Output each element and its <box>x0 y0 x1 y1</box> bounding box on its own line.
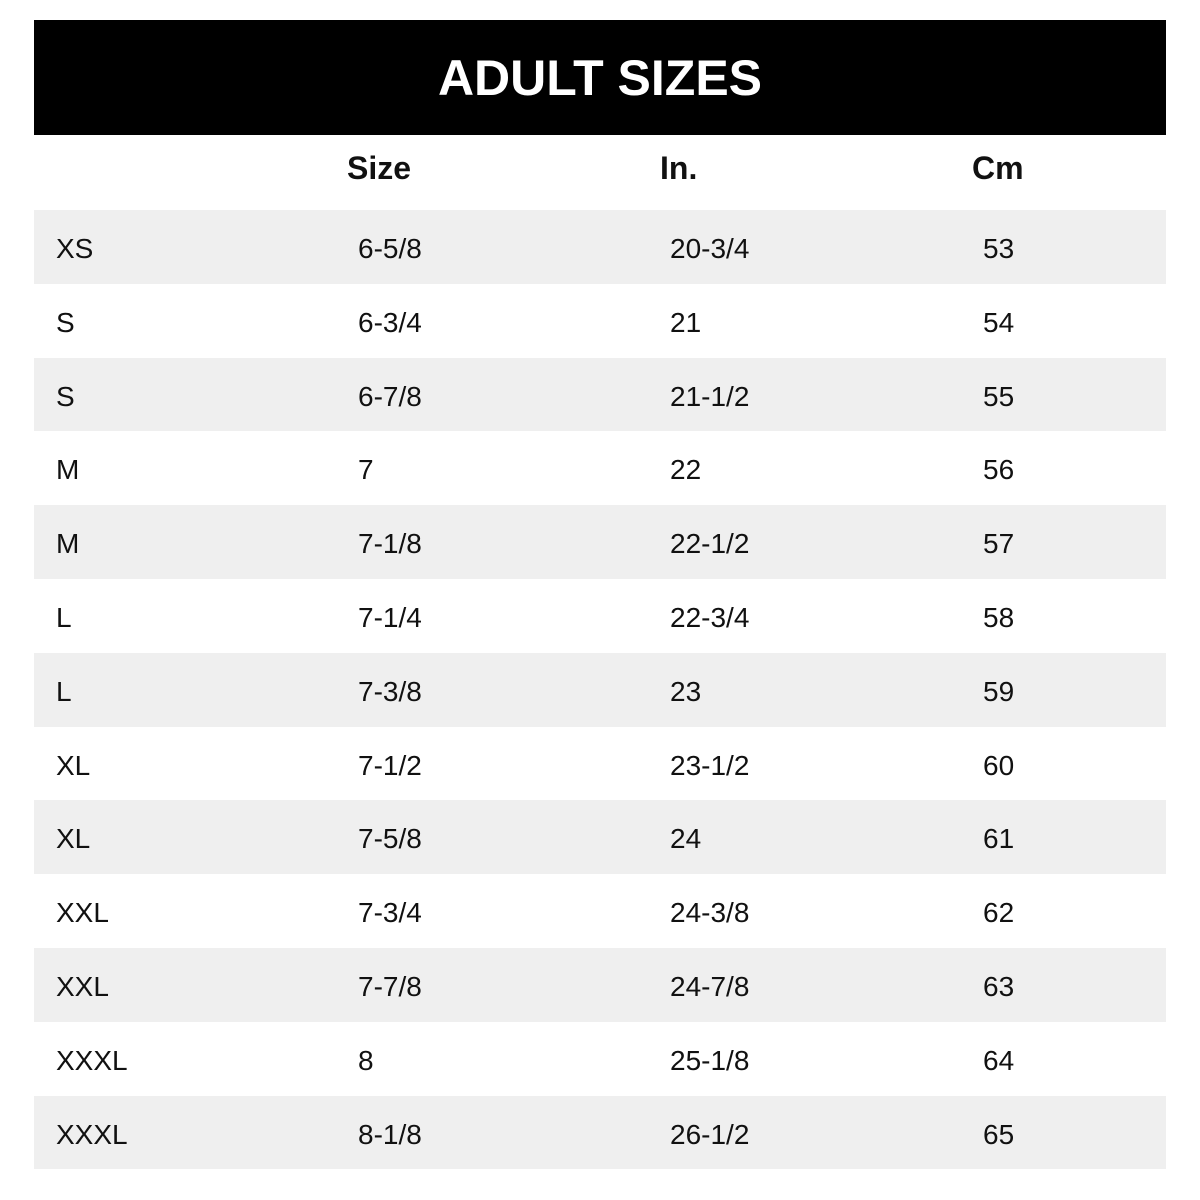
table-row: M 7 22 56 <box>34 431 1166 505</box>
cell-centimeters: 56 <box>983 454 1015 486</box>
cell-size-label: XXXL <box>56 1044 128 1076</box>
cell-inches: 24-7/8 <box>670 970 750 1002</box>
cell-hat-size: 6-7/8 <box>358 380 422 412</box>
cell-inches: 22 <box>670 454 702 486</box>
table-row: XL 7-5/8 24 61 <box>34 800 1166 875</box>
table-row: L 7-1/4 22-3/4 58 <box>34 579 1166 653</box>
cell-hat-size: 7-1/4 <box>358 601 422 633</box>
column-header-cm: Cm <box>972 150 1024 186</box>
cell-inches: 21-1/2 <box>670 380 750 412</box>
cell-inches: 23-1/2 <box>670 749 750 781</box>
cell-hat-size: 6-3/4 <box>358 306 422 338</box>
cell-hat-size: 7-5/8 <box>358 823 422 855</box>
cell-size-label: M <box>56 454 80 486</box>
cell-size-label: S <box>56 306 75 338</box>
cell-centimeters: 60 <box>983 749 1015 781</box>
cell-hat-size: 7-1/8 <box>358 528 422 560</box>
cell-inches: 24 <box>670 823 702 855</box>
cell-inches: 26-1/2 <box>670 1118 750 1150</box>
cell-centimeters: 58 <box>983 601 1015 633</box>
cell-centimeters: 57 <box>983 528 1015 560</box>
table-row: XXXL 8 25-1/8 64 <box>34 1022 1166 1096</box>
table-header: Size In. Cm <box>34 140 1166 210</box>
cell-hat-size: 7-3/4 <box>358 897 422 929</box>
cell-centimeters: 61 <box>983 823 1015 855</box>
table-row: XXXL 8-1/8 26-1/2 65 <box>34 1095 1166 1170</box>
column-header-inches: In. <box>660 150 698 186</box>
cell-centimeters: 64 <box>983 1044 1015 1076</box>
page-title: ADULT SIZES <box>34 20 1166 135</box>
size-table: XS 6-5/8 20-3/4 53 S 6-3/4 21 54 S 6-7/8 21-1/2 55 M… <box>34 210 1166 1170</box>
table-row: XXL 7-3/4 24-3/8 62 <box>34 874 1166 948</box>
cell-hat-size: 7-1/2 <box>358 749 422 781</box>
cell-inches: 20-3/4 <box>670 233 750 264</box>
cell-centimeters: 59 <box>983 675 1015 707</box>
cell-hat-size: 7 <box>358 454 374 486</box>
table-row: L 7-3/8 23 59 <box>34 652 1166 727</box>
cell-size-label: XS <box>56 233 94 264</box>
table-row: S 6-7/8 21-1/2 55 <box>34 357 1166 432</box>
cell-hat-size: 6-5/8 <box>358 233 422 264</box>
cell-size-label: XL <box>56 823 91 855</box>
table-row: XS 6-5/8 20-3/4 53 <box>34 210 1166 284</box>
cell-hat-size: 8-1/8 <box>358 1118 422 1150</box>
table-row: XL 7-1/2 23-1/2 60 <box>34 727 1166 801</box>
cell-size-label: L <box>56 601 72 633</box>
table-row: S 6-3/4 21 54 <box>34 284 1166 358</box>
cell-size-label: S <box>56 380 75 412</box>
cell-centimeters: 53 <box>983 233 1015 264</box>
table-row: XXL 7-7/8 24-7/8 63 <box>34 947 1166 1022</box>
cell-size-label: XXL <box>56 897 109 929</box>
cell-inches: 22-3/4 <box>670 601 750 633</box>
cell-inches: 24-3/8 <box>670 897 750 929</box>
table-row: M 7-1/8 22-1/2 57 <box>34 505 1166 579</box>
cell-hat-size: 8 <box>358 1044 374 1076</box>
cell-inches: 25-1/8 <box>670 1044 750 1076</box>
cell-centimeters: 62 <box>983 897 1015 929</box>
cell-size-label: XXL <box>56 970 109 1002</box>
cell-size-label: M <box>56 528 80 560</box>
cell-inches: 21 <box>670 306 702 338</box>
cell-size-label: XXXL <box>56 1118 128 1150</box>
cell-hat-size: 7-7/8 <box>358 970 422 1002</box>
cell-centimeters: 65 <box>983 1118 1015 1150</box>
cell-centimeters: 54 <box>983 306 1015 338</box>
column-header-size: Size <box>347 150 412 186</box>
cell-size-label: L <box>56 675 72 707</box>
cell-inches: 22-1/2 <box>670 528 750 560</box>
cell-inches: 23 <box>670 675 702 707</box>
cell-centimeters: 63 <box>983 970 1015 1002</box>
cell-hat-size: 7-3/8 <box>358 675 422 707</box>
cell-centimeters: 55 <box>983 380 1015 412</box>
cell-size-label: XL <box>56 749 91 781</box>
